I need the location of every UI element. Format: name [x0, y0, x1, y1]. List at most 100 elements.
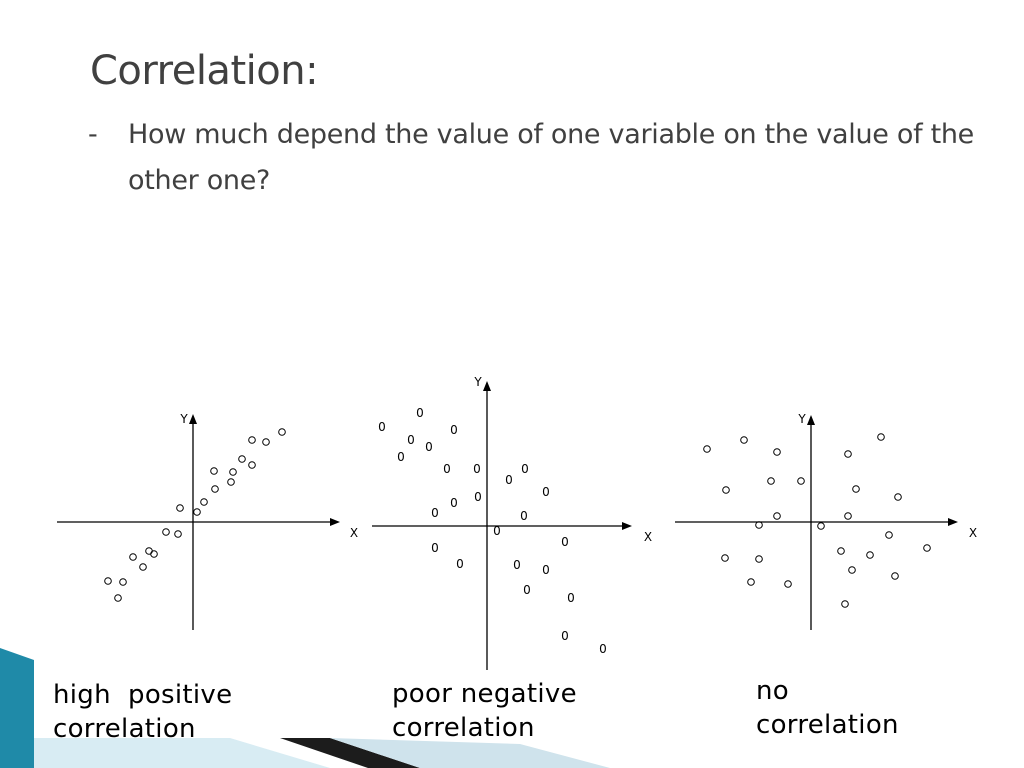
- data-point: [248, 436, 256, 444]
- caption-poor-negative: poor negative correlation: [392, 677, 577, 745]
- data-point: 0: [474, 490, 482, 504]
- data-point: [278, 428, 286, 436]
- data-point: 0: [450, 496, 458, 510]
- data-point: 0: [416, 406, 424, 420]
- caption-line: poor negative: [392, 679, 577, 709]
- data-point: [852, 485, 860, 493]
- data-point: 0: [567, 591, 575, 605]
- data-point: 0: [599, 642, 607, 656]
- data-point: [722, 486, 730, 494]
- data-point: [262, 438, 270, 446]
- data-point: [150, 550, 158, 558]
- data-point: [162, 528, 170, 536]
- x-axis-label: X: [350, 526, 358, 540]
- data-point: [139, 563, 147, 571]
- decor-light-stripe: [330, 738, 610, 768]
- scatter-high-positive: XY: [57, 412, 358, 630]
- data-point: [129, 553, 137, 561]
- x-axis-arrow-icon: [622, 522, 632, 530]
- data-point: [817, 522, 825, 530]
- data-point: [721, 554, 729, 562]
- data-point: [755, 521, 763, 529]
- decor-dark-stripe: [280, 738, 420, 768]
- data-point: 0: [456, 557, 464, 571]
- x-axis-label: X: [969, 526, 977, 540]
- y-axis-arrow-icon: [807, 415, 815, 425]
- data-point: [894, 493, 902, 501]
- data-point: [104, 577, 112, 585]
- data-point: [844, 512, 852, 520]
- caption-line: no: [756, 676, 789, 706]
- data-point: [837, 547, 845, 555]
- scatter-no-correlation: XY: [675, 412, 977, 630]
- data-point: [877, 433, 885, 441]
- data-point: 0: [443, 462, 451, 476]
- data-point: 0: [561, 629, 569, 643]
- data-point: [211, 485, 219, 493]
- data-point: [176, 504, 184, 512]
- data-point: [773, 448, 781, 456]
- decor-light-band: [34, 738, 330, 768]
- data-point: [747, 578, 755, 586]
- data-point: 0: [407, 433, 415, 447]
- caption-line: high positive: [53, 680, 233, 710]
- data-point: 0: [542, 485, 550, 499]
- caption-line: correlation: [756, 710, 899, 740]
- data-point: [755, 555, 763, 563]
- data-point: [174, 530, 182, 538]
- caption-line: correlation: [392, 713, 535, 743]
- data-point: 0: [431, 506, 439, 520]
- data-point: [248, 461, 256, 469]
- caption-no-correlation: no correlation: [756, 674, 899, 742]
- data-point: [740, 436, 748, 444]
- data-point: 0: [378, 420, 386, 434]
- bullet-marker: -: [88, 119, 98, 150]
- data-point: [210, 467, 218, 475]
- data-point: [119, 578, 127, 586]
- x-axis-arrow-icon: [948, 518, 958, 526]
- decor-teal-corner: [0, 648, 34, 768]
- data-point: [767, 477, 775, 485]
- y-axis-arrow-icon: [483, 381, 491, 391]
- data-point: [193, 508, 201, 516]
- y-axis-label: Y: [797, 412, 806, 426]
- y-axis-label: Y: [179, 412, 188, 426]
- bullet-text: How much depend the value of one variabl…: [128, 119, 974, 196]
- data-point: 0: [523, 583, 531, 597]
- data-point: [923, 544, 931, 552]
- y-axis-label: Y: [473, 375, 482, 389]
- y-axis-arrow-icon: [189, 414, 197, 424]
- data-point: 0: [521, 462, 529, 476]
- data-point: 0: [425, 440, 433, 454]
- data-point: 0: [513, 558, 521, 572]
- data-point: [797, 477, 805, 485]
- data-point: [703, 445, 711, 453]
- data-point: 0: [397, 450, 405, 464]
- data-point: [844, 450, 852, 458]
- data-point: [229, 468, 237, 476]
- data-point: [866, 551, 874, 559]
- data-point: [784, 580, 792, 588]
- data-point: 0: [561, 535, 569, 549]
- data-point: [885, 531, 893, 539]
- data-point: [841, 600, 849, 608]
- x-axis-label: X: [644, 530, 652, 544]
- data-point: 0: [450, 423, 458, 437]
- data-point: 0: [431, 541, 439, 555]
- data-point: 0: [505, 473, 513, 487]
- data-point: 0: [520, 509, 528, 523]
- x-axis-arrow-icon: [330, 518, 340, 526]
- data-point: 0: [473, 462, 481, 476]
- data-point: [773, 512, 781, 520]
- data-point: 0: [493, 524, 501, 538]
- data-point: [227, 478, 235, 486]
- data-point: 0: [542, 563, 550, 577]
- caption-high-positive: high positive correlation: [53, 678, 232, 746]
- data-point: [891, 572, 899, 580]
- data-point: [238, 455, 246, 463]
- data-point: [848, 566, 856, 574]
- data-point: [114, 594, 122, 602]
